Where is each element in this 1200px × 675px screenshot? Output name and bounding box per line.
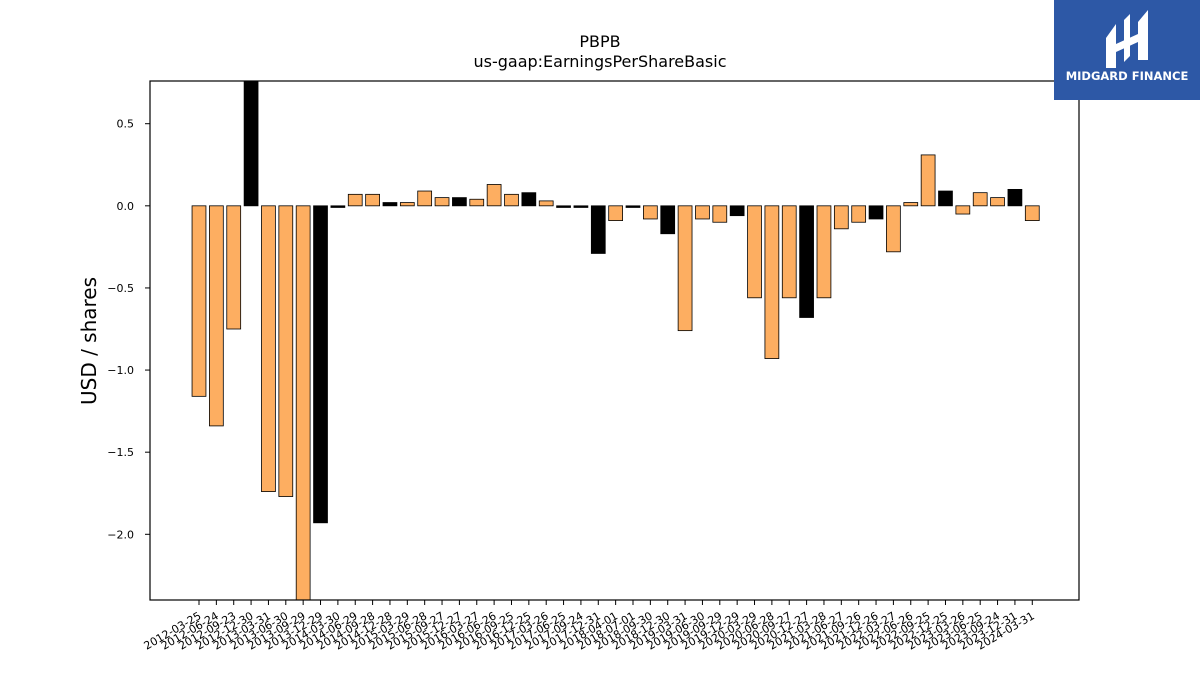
y-tick-label: −0.5: [107, 282, 134, 295]
bar-2019-12-29: [729, 205, 745, 217]
bar-2019-06-30: [695, 205, 710, 220]
bar-2017-09-24: [573, 205, 589, 208]
bar-2023-12-31: [1007, 188, 1023, 207]
bar-2021-03-28: [816, 205, 832, 299]
chart-subtitle: us-gaap:EarningsPerShareBasic: [473, 52, 727, 71]
bar-2012-03-25: [191, 205, 207, 397]
bar-2017-06-25: [556, 205, 571, 208]
bar-2020-06-28: [764, 205, 780, 359]
bar-2022-03-27: [886, 205, 901, 253]
bar-2013-12-29: [313, 205, 328, 524]
bar-2022-09-25: [920, 154, 936, 207]
y-axis: 0.5 0.0 −0.5 −1.0 −1.5 −2.0: [107, 118, 150, 541]
bar-2020-09-27: [781, 205, 797, 299]
midgard-finance-logo: MIDGARD FINANCE: [1054, 0, 1200, 100]
bar-2022-06-26: [903, 202, 919, 207]
bar-2016-03-27: [469, 198, 485, 207]
bar-2013-03-31: [261, 205, 276, 493]
bar-2017-12-31: [590, 205, 606, 254]
bar-2020-03-29: [747, 205, 762, 299]
bar-2014-03-30: [330, 205, 346, 208]
midgard-logo-icon: [1106, 10, 1148, 68]
bar-2013-09-29: [295, 205, 311, 601]
bar-2015-06-28: [417, 190, 433, 207]
bar-2023-03-26: [955, 205, 971, 215]
bar-2021-06-27: [833, 205, 849, 230]
bar-2014-12-28: [382, 202, 398, 207]
bar-2015-12-27: [452, 197, 467, 207]
y-tick-label: −2.0: [107, 528, 134, 541]
bar-2013-06-30: [278, 205, 294, 497]
bar-2014-06-29: [347, 193, 363, 207]
bar-2021-12-26: [868, 205, 884, 220]
bar-2024-03-31: [1024, 205, 1040, 222]
y-axis-label: USD / shares: [77, 277, 101, 405]
bar-2020-12-27: [799, 205, 814, 318]
y-tick-label: 0.0: [117, 200, 135, 213]
bar-2021-09-26: [851, 205, 867, 223]
logo-text: MIDGARD FINANCE: [1066, 69, 1189, 83]
bar-2017-03-26: [538, 200, 554, 207]
bar-2023-06-25: [972, 192, 988, 207]
bar-2022-12-25: [938, 190, 953, 207]
bar-2019-09-29: [712, 205, 728, 223]
plot-frame: [149, 80, 1080, 601]
bar-2018-09-30: [643, 205, 658, 220]
y-tick-label: −1.0: [107, 364, 134, 377]
bar-2012-09-23: [226, 205, 242, 330]
bar-2016-06-26: [486, 184, 502, 207]
bars-group: [191, 80, 1040, 601]
bar-2016-12-25: [521, 192, 537, 207]
bar-2012-06-24: [209, 205, 224, 427]
bar-2015-03-29: [399, 202, 415, 207]
bar-2019-03-31: [677, 205, 693, 332]
bar-2016-09-25: [504, 193, 519, 207]
chart-title: PBPB: [579, 32, 621, 51]
bar-2015-09-27: [434, 197, 450, 207]
y-tick-label: 0.5: [117, 118, 135, 131]
bar-2018-04-01: [608, 205, 623, 222]
y-tick-label: −1.5: [107, 446, 134, 459]
bar-2014-09-28: [365, 193, 380, 207]
bar-2018-12-30: [660, 205, 676, 235]
x-axis: 2012-03-252012-06-242012-09-232012-12-30…: [142, 600, 1037, 653]
bar-2023-09-24: [990, 197, 1005, 207]
bar-2012-12-30: [243, 80, 259, 207]
bar-2018-07-01: [625, 205, 641, 208]
